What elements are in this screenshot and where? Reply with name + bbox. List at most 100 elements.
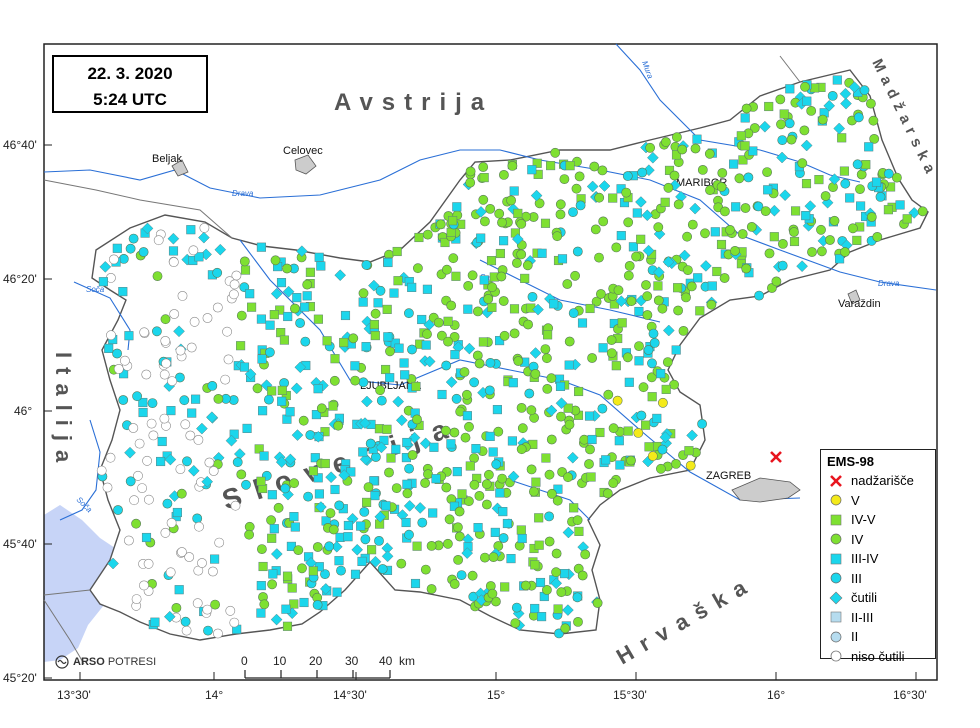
point-intensity-iv: [461, 389, 472, 400]
point-intensity-iv-v: [440, 237, 450, 248]
point-intensity-iv-v: [608, 193, 618, 203]
point-intensity-iv: [523, 319, 533, 330]
point-intensity-iii-iv: [555, 381, 566, 391]
point-intensity-iv-v: [902, 214, 912, 224]
point-intensity-iii-iv: [634, 356, 644, 366]
point-intensity-iii-iv: [895, 200, 905, 210]
point-intensity-iii-iv: [748, 146, 758, 156]
point-intensity-iv-v: [661, 384, 671, 394]
point-intensity-iii-iv: [549, 299, 559, 309]
point-intensity-iv-v: [837, 133, 847, 143]
legend-item: III: [827, 569, 929, 589]
point-intensity-iv-v: [392, 246, 402, 257]
point-intensity-iii-iv: [191, 394, 201, 404]
point-felt: [475, 206, 487, 218]
point-intensity-iv-v: [451, 271, 461, 281]
point-intensity-iii-iv: [277, 396, 287, 406]
point-intensity-iii-iv: [527, 165, 537, 175]
point-intensity-iv: [706, 299, 717, 310]
point-felt: [647, 151, 659, 164]
point-intensity-iv: [603, 389, 614, 400]
point-intensity-iii: [451, 393, 462, 404]
point-intensity-iv: [510, 618, 521, 628]
point-felt: [361, 395, 373, 408]
point-felt: [461, 547, 474, 559]
point-felt: [759, 120, 771, 133]
point-intensity-iii-iv: [462, 411, 472, 421]
point-intensity-iii-iv: [157, 436, 167, 447]
point-intensity-iv: [590, 224, 601, 235]
point-intensity-iv: [474, 358, 485, 369]
point-intensity-iv: [358, 288, 369, 299]
point-intensity-iv: [669, 170, 680, 181]
point-intensity-iv: [544, 536, 555, 547]
point-intensity-iii-iv: [584, 411, 595, 421]
point-intensity-iv: [749, 123, 760, 133]
scale-label-20: 20: [309, 654, 323, 668]
point-intensity-iv: [479, 552, 490, 563]
point-intensity-iv: [555, 199, 566, 210]
point-intensity-iii-iv: [616, 231, 626, 241]
point-intensity-iii: [456, 570, 467, 580]
point-intensity-iv: [546, 373, 557, 384]
legend-label: II-III: [851, 609, 874, 625]
point-intensity-iv: [426, 541, 437, 551]
point-not-felt: [225, 605, 236, 616]
point-felt: [206, 411, 218, 424]
point-intensity-iii: [300, 336, 311, 347]
point-intensity-iv: [626, 455, 636, 466]
point-intensity-iii-iv: [871, 177, 882, 187]
point-intensity-iv: [452, 522, 463, 533]
point-intensity-iii-iv: [340, 310, 351, 321]
point-intensity-iii-iv: [350, 361, 360, 371]
point-intensity-iv-v: [861, 160, 871, 170]
point-intensity-iv: [423, 469, 433, 480]
point-not-felt: [129, 495, 139, 506]
point-intensity-iv-v: [362, 497, 372, 507]
point-intensity-iii: [404, 463, 414, 474]
point-intensity-iv: [778, 238, 788, 249]
point-intensity-iv: [746, 221, 757, 232]
point-intensity-iv-v: [269, 310, 279, 320]
legend-diamond-icon: [827, 591, 845, 605]
point-intensity-iv-v: [414, 232, 424, 243]
point-intensity-iv: [760, 206, 771, 216]
point-intensity-iv: [498, 296, 509, 306]
point-intensity-iv-v: [653, 281, 663, 291]
legend-circle-icon: [827, 571, 845, 585]
point-intensity-iv: [570, 270, 580, 281]
point-intensity-iii: [484, 385, 495, 396]
point-intensity-iv-v: [367, 545, 377, 555]
point-intensity-iv: [681, 292, 691, 303]
point-intensity-iii-iv: [634, 306, 644, 317]
point-intensity-iii-iv: [507, 436, 517, 446]
point-not-felt: [141, 369, 152, 380]
point-intensity-iii: [403, 308, 414, 319]
point-intensity-iv: [719, 273, 730, 283]
point-intensity-iii-iv: [856, 201, 866, 211]
point-not-felt: [220, 374, 231, 385]
point-intensity-iv: [270, 255, 281, 266]
austria-italy-border: [43, 179, 233, 239]
point-not-felt: [133, 470, 143, 481]
point-intensity-iii-iv: [577, 318, 588, 328]
point-intensity-iv: [328, 524, 339, 535]
point-felt: [463, 342, 476, 355]
point-intensity-iii-iv: [506, 554, 516, 564]
point-intensity-iv: [213, 393, 224, 404]
point-intensity-iv: [716, 181, 727, 192]
lon-tick-4: 15°: [487, 688, 505, 702]
point-intensity-iv-v: [764, 101, 774, 112]
point-intensity-iii: [498, 533, 509, 543]
point-intensity-iv: [669, 379, 679, 390]
point-intensity-iv: [892, 172, 902, 183]
point-intensity-iv-v: [611, 361, 621, 371]
point-intensity-iii: [361, 259, 372, 270]
point-intensity-iv: [516, 249, 527, 260]
point-intensity-iii-iv: [194, 252, 204, 262]
point-intensity-iii-iv: [537, 248, 547, 258]
point-intensity-iii-iv: [138, 407, 148, 418]
legend-item: V: [827, 491, 929, 511]
point-intensity-iii-iv: [313, 473, 323, 483]
point-not-felt: [185, 430, 196, 441]
